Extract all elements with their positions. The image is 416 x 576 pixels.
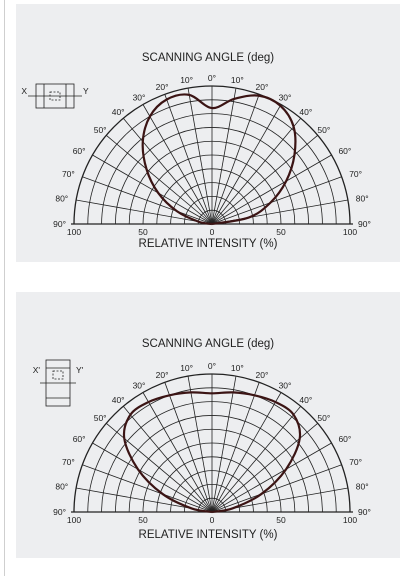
grid-spoke (211, 94, 260, 225)
intensity-tick-label: 100 (343, 515, 357, 525)
inset-right-label: Y (83, 86, 89, 96)
chart-panel-top: 90° 80° 70° 60° 50° 40° 30° 20° 10° 0° 10° 20° 30° 40… (16, 4, 400, 262)
grid-spoke (211, 104, 282, 225)
angle-tick-label: 50° (94, 125, 107, 135)
angle-tick-label: 10° (231, 363, 244, 373)
grid-spoke (211, 406, 302, 513)
angle-tick-label: 0° (208, 73, 216, 83)
package-inset-icon: X' Y' (33, 359, 84, 407)
angle-tick-label: 10° (180, 363, 193, 373)
angle-tick-label: 80° (55, 194, 68, 204)
angle-tick-label: 70° (349, 169, 362, 179)
angle-tick-label: 60° (73, 434, 86, 444)
polar-grid (71, 373, 353, 513)
angle-tick-label: 60° (73, 146, 86, 156)
grid-spoke (142, 392, 213, 513)
intensity-tick-label: 100 (67, 227, 81, 237)
chart-title-bottom: SCANNING ANGLE (deg) (141, 338, 275, 350)
grid-spoke (211, 442, 332, 513)
intensity-tick-label: 100 (67, 515, 81, 525)
angle-tick-label: 50° (317, 125, 330, 135)
angle-tick-label: 80° (356, 194, 369, 204)
angle-tick-label: 40° (299, 395, 312, 405)
grid-spoke (142, 104, 213, 225)
grid-spoke (211, 392, 282, 513)
grid-spoke (211, 134, 318, 225)
grid-spoke (106, 134, 213, 225)
grid-spoke (164, 94, 213, 225)
angle-tick-label: 20° (256, 82, 269, 92)
angle-tick-label: 80° (55, 482, 68, 492)
angle-tick-label: 40° (112, 395, 125, 405)
die-outline (52, 370, 64, 380)
angle-tick-label: 60° (338, 434, 351, 444)
angle-tick-label: 20° (156, 82, 169, 92)
angle-tick-label: 30° (133, 93, 146, 103)
inset-left-label: X (21, 86, 27, 96)
intensity-tick-label: 50 (138, 227, 148, 237)
angle-tick-label: 50° (94, 413, 107, 423)
intensity-tick-label: 100 (343, 227, 357, 237)
grid-spoke (211, 376, 237, 513)
angle-tick-label: 20° (256, 370, 269, 380)
intensity-tick-label: 50 (276, 515, 286, 525)
angle-tick-label: 90° (53, 507, 66, 517)
angle-tick-label: 50° (317, 413, 330, 423)
grid-spoke (187, 376, 213, 513)
angle-tick-label: 70° (349, 457, 362, 467)
angle-tick-label: 40° (299, 107, 312, 117)
grid-spoke (211, 118, 302, 225)
grid-spoke (82, 176, 213, 225)
angle-tick-label: 40° (112, 107, 125, 117)
chart-panel-bottom: 90° 80° 70° 60° 50° 40° 30° 20° 10° 0° 10° 20° 30° 40… (16, 292, 400, 558)
angle-tick-label: 10° (180, 75, 193, 85)
polar-grid (71, 85, 353, 225)
x-axis-label-top: RELATIVE INTENSITY (%) (138, 238, 278, 250)
grid-spoke (92, 442, 213, 513)
polar-chart-top: 90° 80° 70° 60° 50° 40° 30° 20° 10° 0° 10° 20° 30° 40… (21, 73, 371, 237)
angle-tick-label: 90° (53, 219, 66, 229)
x-axis-label-bottom: RELATIVE INTENSITY (%) (138, 529, 278, 541)
grid-spoke (211, 154, 332, 225)
inset-left-label: X' (33, 365, 41, 375)
grid-spoke (211, 464, 342, 513)
angle-tick-label: 80° (356, 482, 369, 492)
grid-spoke (122, 118, 213, 225)
grid-spoke (82, 464, 213, 513)
intensity-curve (122, 391, 302, 514)
angle-tick-label: 10° (231, 75, 244, 85)
grid-spoke (76, 199, 213, 225)
grid-spoke (211, 382, 260, 513)
intensity-tick-label: 0 (210, 227, 215, 237)
chart-title-top: SCANNING ANGLE (deg) (141, 52, 275, 64)
angle-tick-label: 30° (279, 93, 292, 103)
angle-tick-label: 0° (208, 361, 216, 371)
grid-spoke (187, 88, 213, 225)
intensity-tick-label: 0 (210, 515, 215, 525)
grid-spoke (211, 88, 237, 225)
angle-tick-label: 70° (62, 169, 75, 179)
grid-spoke (122, 406, 213, 513)
grid-spoke (211, 176, 342, 225)
angle-tick-label: 90° (358, 507, 371, 517)
page-left-border (4, 0, 5, 576)
grid-spoke (92, 154, 213, 225)
intensity-tick-label: 50 (138, 515, 148, 525)
intensity-curve (141, 93, 297, 226)
angle-tick-label: 60° (338, 146, 351, 156)
angle-tick-label: 70° (62, 457, 75, 467)
polar-chart-bottom: 90° 80° 70° 60° 50° 40° 30° 20° 10° 0° 10° 20° 30° 40… (33, 359, 371, 525)
intensity-tick-label: 50 (276, 227, 286, 237)
angle-tick-label: 30° (133, 381, 146, 391)
angle-tick-label: 30° (279, 381, 292, 391)
angle-tick-label: 90° (358, 219, 371, 229)
inset-right-label: Y' (76, 365, 84, 375)
grid-spoke (164, 382, 213, 513)
angle-tick-label: 20° (156, 370, 169, 380)
